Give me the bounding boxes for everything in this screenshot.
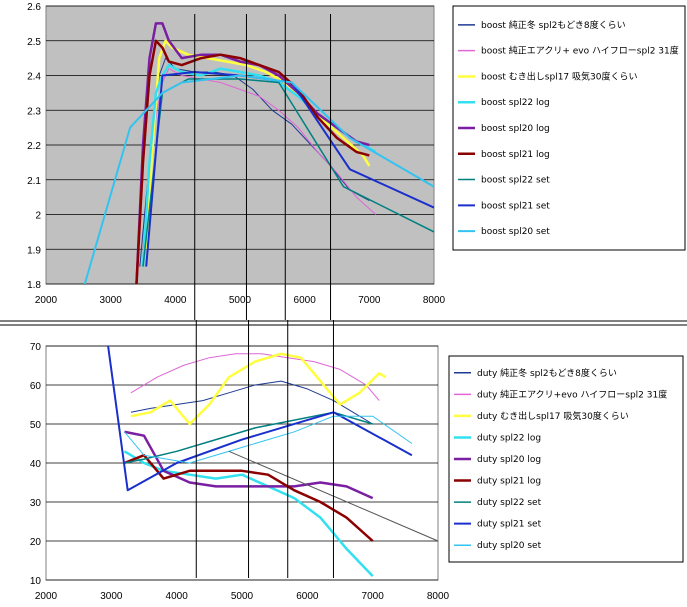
boost-y-tick-label: 1.8 bbox=[27, 280, 41, 291]
boost-x-tick-label: 7000 bbox=[358, 295, 381, 306]
duty-legend-label: duty むき出しspl17 吸気30度くらい bbox=[477, 410, 629, 422]
boost-x-tick-label: 5000 bbox=[229, 295, 252, 306]
boost-legend-label: boost spl20 set bbox=[481, 227, 550, 237]
duty-legend-label: duty spl22 log bbox=[477, 433, 541, 443]
boost-y-tick-label: 2 bbox=[35, 211, 41, 222]
boost-legend-label: boost むき出しspl17 吸気30度くらい bbox=[481, 70, 637, 82]
boost-y-tick-label: 1.9 bbox=[27, 245, 41, 256]
duty-series-line-3 bbox=[130, 352, 387, 426]
duty-x-tick-label: 4000 bbox=[166, 591, 189, 602]
boost-legend-label: boost spl22 log bbox=[481, 98, 550, 108]
boost-legend-label: boost spl22 set bbox=[481, 176, 550, 186]
duty-legend-label: duty spl21 log bbox=[477, 477, 541, 487]
duty-x-tick-label: 7000 bbox=[362, 591, 385, 602]
boost-x-tick-label: 6000 bbox=[294, 295, 317, 306]
duty-series-line-5 bbox=[124, 430, 374, 500]
duty-x-tick-label: 6000 bbox=[296, 591, 319, 602]
duty-y-tick-label: 60 bbox=[30, 381, 42, 392]
boost-x-tick-label: 3000 bbox=[100, 295, 123, 306]
boost-series-line-2 bbox=[142, 68, 377, 250]
boost-x-tick-label: 4000 bbox=[164, 295, 187, 306]
boost-series-line-6 bbox=[135, 39, 370, 284]
duty-legend-label: duty spl22 set bbox=[477, 498, 542, 508]
duty-legend-label: duty spl21 set bbox=[477, 520, 542, 530]
boost-y-tick-label: 2.4 bbox=[27, 72, 41, 83]
duty-legend-label: duty spl20 set bbox=[477, 541, 542, 551]
duty-series-line-9 bbox=[124, 415, 413, 464]
boost-y-tick-label: 2.3 bbox=[27, 106, 41, 117]
boost-legend-label: boost 純正エアクリ+ evo ハイフローspl2 31度 bbox=[481, 45, 679, 57]
duty-x-tick-label: 3000 bbox=[100, 591, 123, 602]
duty-x-tick-label: 8000 bbox=[427, 591, 450, 602]
boost-x-tick-label: 8000 bbox=[423, 295, 446, 306]
boost-legend-label: boost 純正冬 spl2もどき8度くらい bbox=[481, 19, 626, 31]
duty-y-tick-label: 50 bbox=[30, 420, 42, 431]
boost-x-tick-label: 2000 bbox=[35, 295, 58, 306]
duty-y-tick-label: 10 bbox=[30, 576, 42, 587]
duty-y-tick-label: 30 bbox=[30, 498, 42, 509]
boost-y-tick-label: 2.1 bbox=[27, 176, 41, 187]
boost-legend-box bbox=[452, 5, 686, 251]
duty-x-tick-label: 5000 bbox=[231, 591, 254, 602]
boost-y-tick-label: 2.6 bbox=[27, 2, 41, 13]
duty-x-tick-label: 2000 bbox=[35, 591, 58, 602]
boost-legend-label: boost spl20 log bbox=[481, 124, 550, 134]
duty-legend-label: duty spl20 log bbox=[477, 455, 541, 465]
duty-series-line-2 bbox=[130, 353, 380, 401]
duty-series-line-4 bbox=[123, 450, 374, 577]
duty-y-tick-label: 70 bbox=[30, 342, 42, 353]
boost-legend-label: boost spl21 set bbox=[481, 201, 550, 211]
duty-legend-label: duty 純正冬 spl2もどき8度くらい bbox=[477, 367, 617, 379]
duty-series-line-1 bbox=[130, 380, 373, 425]
boost-y-tick-label: 2.2 bbox=[27, 141, 41, 152]
boost-y-tick-label: 2.5 bbox=[27, 37, 41, 48]
duty-y-tick-label: 40 bbox=[30, 459, 42, 470]
duty-legend-label: duty 純正エアクリ+evo ハイフローspl2 31度 bbox=[477, 388, 667, 400]
duty-series-line-6 bbox=[123, 453, 374, 542]
duty-legend-box bbox=[448, 355, 684, 563]
boost-series-line-9 bbox=[83, 74, 434, 284]
boost-legend-label: boost spl21 log bbox=[481, 150, 550, 160]
duty-y-tick-label: 20 bbox=[30, 537, 42, 548]
